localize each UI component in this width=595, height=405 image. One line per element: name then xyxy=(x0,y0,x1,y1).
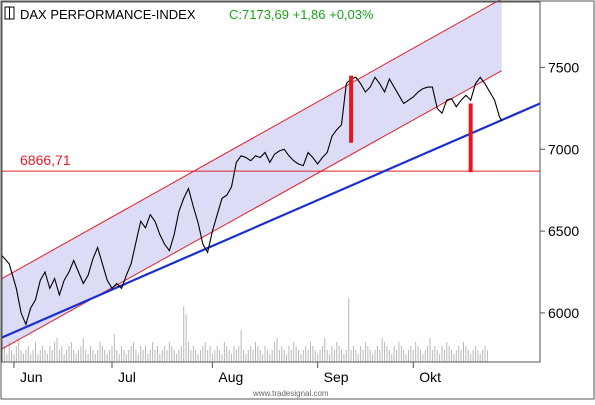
channel-upper-line xyxy=(1,0,501,279)
trend-channel-fill xyxy=(2,0,502,349)
trend-line xyxy=(1,102,541,339)
watermark: www.tradesignal.com xyxy=(252,389,329,398)
x-tick-label: Sep xyxy=(324,369,349,385)
plot-border xyxy=(1,1,541,363)
title-icon xyxy=(4,6,15,20)
x-tick-label: Jul xyxy=(118,369,136,385)
x-tick-label: Okt xyxy=(419,369,441,385)
y-tick-label: 7000 xyxy=(548,141,579,157)
x-tick-label: Aug xyxy=(218,369,243,385)
chart-title: DAX PERFORMANCE-INDEX xyxy=(20,7,196,22)
price-series xyxy=(1,76,503,327)
y-tick-label: 6500 xyxy=(548,223,579,239)
x-tick-label: Jun xyxy=(20,369,43,385)
channel-lower-line xyxy=(1,70,502,350)
y-tick-label: 7500 xyxy=(548,59,579,75)
y-tick-label: 6000 xyxy=(548,305,579,321)
level-label: 6866,71 xyxy=(20,152,71,168)
chart-quote: C:7173,69 +1,86 +0,03% xyxy=(229,7,374,22)
